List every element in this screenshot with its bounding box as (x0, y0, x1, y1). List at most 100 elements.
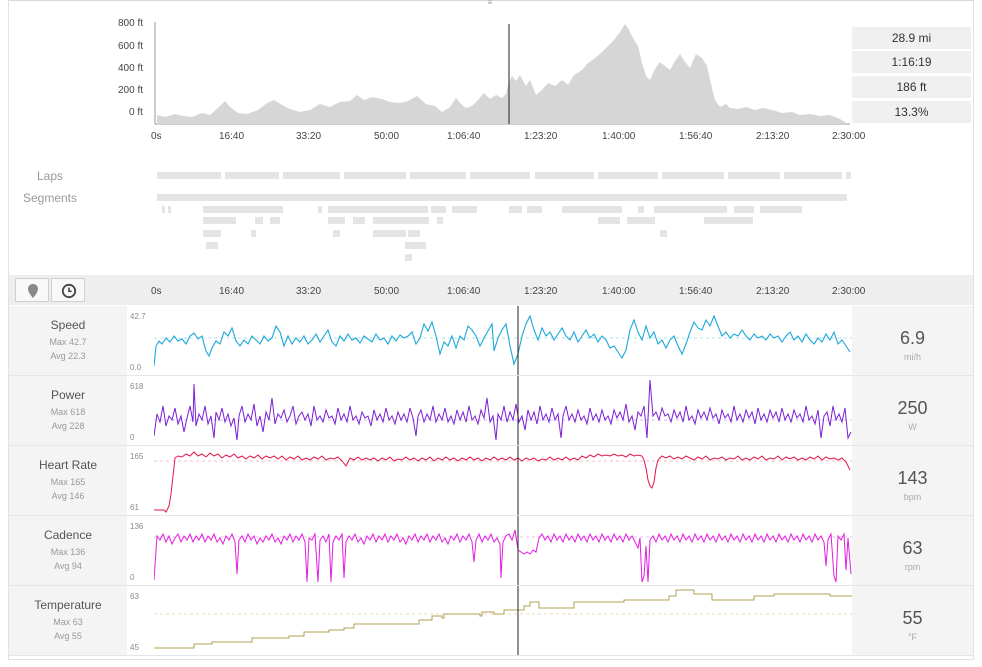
segments-label: Segments (22, 191, 78, 205)
stream-current-value: 143 (897, 468, 928, 488)
lap-bar[interactable] (784, 172, 842, 179)
segment-bar[interactable] (168, 206, 171, 213)
stream-info: Speed Max 42.7 Avg 22.3 (9, 306, 127, 375)
stream-name: Power (50, 388, 85, 402)
resize-handle-icon[interactable]: ≡ (487, 0, 493, 7)
lap-bar[interactable] (535, 172, 594, 179)
lap-bar[interactable] (283, 172, 340, 179)
lap-bar[interactable] (728, 172, 780, 179)
stream-current: 63 rpm (852, 516, 973, 585)
elevation-plot (154, 22, 850, 125)
stream-avg: Avg 146 (51, 491, 85, 501)
stream-current-value: 55 (902, 608, 923, 628)
segment-bar[interactable] (328, 206, 428, 213)
stream-unit: mi/h (903, 352, 921, 362)
segment-bar[interactable] (527, 206, 542, 213)
segment-bar[interactable] (353, 217, 365, 224)
time-axis-tick: 0s (151, 286, 162, 297)
cadence-line (154, 529, 852, 583)
segment-bar[interactable] (373, 217, 429, 224)
heart-rate-plot (154, 446, 852, 515)
time-axis-tick: 1:06:40 (447, 286, 481, 297)
segment-bar[interactable] (318, 206, 322, 213)
elevation-x-tick: 1:06:40 (447, 131, 481, 142)
lap-bar[interactable] (846, 172, 851, 179)
stream-current: 250 W (852, 376, 973, 445)
time-axis-tick: 2:13:20 (756, 286, 790, 297)
lap-bar[interactable] (225, 172, 279, 179)
segment-bar[interactable] (437, 217, 443, 224)
segment-bar[interactable] (333, 230, 340, 237)
lap-bar[interactable] (598, 172, 658, 179)
stream-avg: Avg 228 (51, 421, 85, 431)
stream-max: Max 42.7 (49, 337, 87, 347)
segment-bar[interactable] (206, 242, 218, 249)
elevation-area (157, 24, 845, 124)
grade-stat: 13.3% (852, 101, 971, 123)
activity-analysis-panel (8, 0, 974, 660)
stream-unit: bpm (903, 492, 922, 502)
segment-bar[interactable] (638, 206, 644, 213)
stream-row-power[interactable]: Power Max 618 Avg 228 618 0 250 W (9, 376, 973, 446)
segment-bar[interactable] (660, 230, 667, 237)
lap-bar[interactable] (157, 172, 221, 179)
heart-rate-line (154, 451, 851, 513)
lap-bar[interactable] (470, 172, 530, 179)
stream-info: Heart Rate Max 165 Avg 146 (9, 446, 127, 515)
stream-unit: °F (907, 632, 918, 642)
segment-bar[interactable] (203, 217, 236, 224)
segment-bar[interactable] (654, 206, 727, 213)
stream-avg: Avg 94 (54, 561, 82, 571)
segment-bar[interactable] (431, 206, 446, 213)
time-axis-tick: 1:56:40 (679, 286, 713, 297)
segment-bar[interactable] (203, 206, 283, 213)
stream-row-speed[interactable]: Speed Max 42.7 Avg 22.3 42.7 0.0 6.9 mi/… (9, 306, 973, 376)
stream-avg: Avg 55 (54, 631, 82, 641)
time-axis-tick: 50:00 (374, 286, 400, 297)
segment-bar[interactable] (598, 217, 620, 224)
segment-bar[interactable] (562, 206, 622, 213)
segment-bar[interactable] (162, 206, 165, 213)
segment-bar[interactable] (157, 194, 847, 201)
segment-bar[interactable] (452, 206, 477, 213)
segment-bar[interactable] (405, 254, 412, 261)
stream-unit: rpm (904, 562, 921, 572)
elevation-y-tick: 0 ft (129, 107, 143, 118)
stream-row-temperature[interactable]: Temperature Max 63 Avg 55 63 45 55 °F (9, 586, 973, 656)
stream-y-min: 0.0 (130, 363, 142, 372)
segment-bar[interactable] (760, 206, 802, 213)
segment-bar[interactable] (509, 206, 522, 213)
map-view-button[interactable] (15, 278, 49, 302)
time-axis-tick: 2:30:00 (832, 286, 866, 297)
stream-name: Heart Rate (38, 458, 98, 472)
stream-info: Temperature Max 63 Avg 55 (9, 586, 127, 655)
moving-time-stat: 1:16:19 (852, 51, 971, 73)
elevation-x-tick: 0s (151, 131, 162, 142)
stream-row-heart-rate[interactable]: Heart Rate Max 165 Avg 146 165 61 143 bp… (9, 446, 973, 516)
segment-bar[interactable] (408, 230, 420, 237)
stream-current-value: 63 (902, 538, 923, 558)
elevation-x-tick: 33:20 (296, 131, 322, 142)
segment-bar[interactable] (328, 217, 345, 224)
lap-bar[interactable] (410, 172, 466, 179)
stream-row-cadence[interactable]: Cadence Max 136 Avg 94 136 0 63 rpm (9, 516, 973, 586)
segment-bar[interactable] (270, 217, 280, 224)
lap-bar[interactable] (344, 172, 406, 179)
lap-bar[interactable] (662, 172, 724, 179)
laps-label: Laps (36, 169, 64, 183)
map-pin-icon (28, 284, 38, 298)
segment-bar[interactable] (734, 206, 754, 213)
clock-icon (61, 283, 77, 299)
stream-current: 6.9 mi/h (852, 306, 973, 375)
segment-bar[interactable] (255, 217, 263, 224)
time-view-button[interactable] (51, 278, 85, 302)
stream-info: Power Max 618 Avg 228 (9, 376, 127, 445)
segment-bar[interactable] (203, 230, 221, 237)
segment-bar[interactable] (405, 242, 426, 249)
segment-bar[interactable] (704, 217, 753, 224)
segment-bar[interactable] (373, 230, 406, 237)
elevation-x-tick: 1:40:00 (602, 131, 636, 142)
segment-bar[interactable] (627, 217, 655, 224)
elevation-x-tick: 1:23:20 (524, 131, 558, 142)
segment-bar[interactable] (251, 230, 256, 237)
